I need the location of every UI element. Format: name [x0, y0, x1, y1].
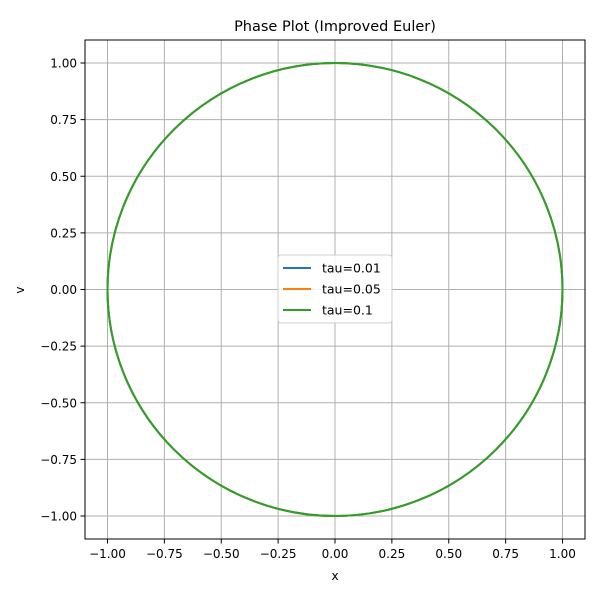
legend: tau=0.01 tau=0.05 tau=0.1	[277, 254, 393, 324]
x-tick-label: −0.50	[203, 547, 240, 561]
legend-label: tau=0.1	[322, 303, 373, 318]
y-axis-label: v	[13, 286, 27, 293]
x-tick-label: 0.25	[379, 547, 406, 561]
y-axis-ticks: −1.00 −0.75 −0.50 −0.25 0.00 0.25 0.50 0.75 1.00	[40, 57, 85, 524]
series-curve	[106, 62, 564, 517]
x-tick-label: −0.75	[146, 547, 183, 561]
chart-title: Phase Plot (Improved Euler)	[234, 19, 436, 35]
y-tick-label: 0.25	[50, 226, 77, 240]
x-tick-label: 0.00	[322, 547, 349, 561]
x-axis-label: x	[331, 569, 338, 583]
x-tick-label: 1.00	[549, 547, 576, 561]
phase-curves	[106, 62, 564, 517]
x-tick-label: 0.75	[492, 547, 519, 561]
y-tick-label: 0.00	[50, 283, 77, 297]
y-tick-label: −1.00	[40, 510, 77, 524]
legend-label: tau=0.01	[322, 261, 381, 276]
y-tick-label: −0.25	[40, 340, 77, 354]
y-tick-label: −0.50	[40, 396, 77, 410]
y-tick-label: 0.50	[50, 170, 77, 184]
y-tick-label: 1.00	[50, 57, 77, 71]
x-axis-ticks: −1.00 −0.75 −0.50 −0.25 0.00 0.25 0.50 0.75 1.00	[89, 539, 576, 561]
x-tick-label: 0.50	[435, 547, 462, 561]
legend-label: tau=0.05	[322, 282, 381, 297]
x-tick-label: −1.00	[89, 547, 126, 561]
x-tick-label: −0.25	[260, 547, 297, 561]
legend-box	[277, 254, 393, 324]
y-tick-label: −0.75	[40, 453, 77, 467]
y-tick-label: 0.75	[50, 113, 77, 127]
